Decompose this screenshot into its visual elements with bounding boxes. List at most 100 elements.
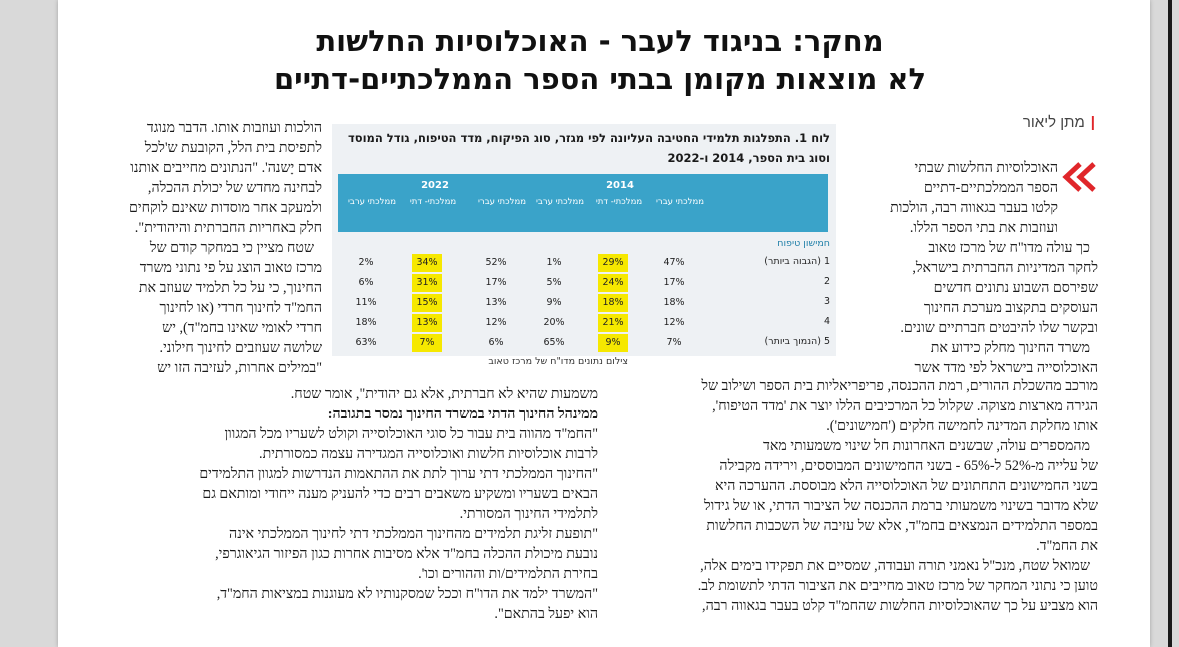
table-cell: 12% [663, 317, 685, 328]
text-line: לבחינה מחדש של יכולת ההכלה, [147, 180, 322, 196]
text-line: לתפיסת בית הלל, הקובעת ש'לכל [144, 140, 322, 156]
headline-line-1: מחקר: בניגוד לעבר - האוכלוסיות החלשות [316, 24, 884, 58]
text-line: במספר התלמידים הנמצאים בחמ"ד, אלא של עזי… [706, 518, 1098, 534]
table-cell: 63% [355, 337, 377, 348]
text-line: חרדי לאומי שאינו בחמ"ד), יש [162, 320, 322, 336]
text-line: ובקשר שלו להיבטים חברתיים שונים. [900, 320, 1098, 336]
text-line: הספר הממלכתיים-דתיים [923, 180, 1058, 196]
text-line: הולכות ועוזבות אותו. הדבר מנוגד [146, 120, 322, 136]
table-cell: 24% [598, 274, 628, 292]
table-cell: 11% [355, 297, 377, 308]
quote-chevron-icon [1062, 162, 1096, 192]
table-cell: 6% [358, 277, 374, 288]
byline-bar-icon: | [1090, 114, 1095, 131]
text-line: "המשרד ילמד את הדו"ח וככל שמסקנותיו לא מ… [216, 586, 598, 602]
text-line: "תופעת זליגת תלמידים מהחינוך הממלכתי דתי… [229, 526, 598, 542]
text-line: שפירסם השבוע נתונים חדשים [933, 280, 1098, 296]
row-label: 1 (הגבוה ביותר) [764, 256, 830, 267]
text-line: האוכלוסיות החלשות שבתי [914, 160, 1058, 176]
header-2014-hebrew: ממלכתי עברי [656, 197, 704, 207]
text-line: לחקר המדיניות החברתית בישראל, [912, 260, 1098, 276]
table-cell: 7% [666, 337, 682, 348]
response-block: משמעות שהיא לא חברתית, אלא גם יהודית", א… [82, 384, 598, 624]
row-label: 4 [823, 316, 830, 327]
text-line: "במילים אחרות, לעזיבה הזו יש [157, 360, 322, 376]
text-line: שטח מציין כי במחקר קודם של [149, 240, 314, 256]
text-line: לתלמידי החינוך המסורתי. [459, 506, 598, 522]
table-cell: 18% [355, 317, 377, 328]
table-cell: 9% [598, 334, 628, 352]
table-cell: 20% [543, 317, 565, 328]
right-column: האוכלוסיות החלשות שבתי הספר הממלכתיים-דתי… [858, 158, 1058, 238]
table-cell: 5% [546, 277, 562, 288]
row-label: 5 (הנמוך ביותר) [764, 336, 830, 347]
header-2022-religious: ממלכתי- דתי [409, 197, 457, 207]
left-column: הולכות ועוזבות אותו. הדבר מנוגד לתפיסת בי… [82, 118, 322, 378]
text-line: שלא מדובר בשינוי משמעותי ברמת ההכנסה של … [704, 498, 1098, 514]
text-line: של עלייה מ-52% ל-65% - בשני החמישונים המ… [719, 458, 1098, 474]
text-line: הוא יפעל בהתאם". [494, 606, 598, 622]
table-cell: 29% [598, 254, 628, 272]
text-line: מרכז טאוב הוצג על פי נתוני משרד [139, 260, 322, 276]
text-line: ממינהל החינוך הדתי במשרד החינוך נמסר בתג… [327, 406, 598, 422]
row-label: 2 [823, 276, 830, 287]
year-2022-label: 2022 [421, 180, 449, 191]
author-name: מתן ליאור [1022, 114, 1085, 131]
text-line: העוסקים בתקצוב מערכת החינוך [923, 300, 1098, 316]
header-2022-arab: ממלכתי ערבי [348, 197, 396, 207]
table-cell: 18% [663, 297, 685, 308]
text-line: מורכב מהשכלת ההורים, רמת ההכנסה, פריפריא… [701, 378, 1098, 394]
table-cell: 31% [412, 274, 442, 292]
text-line: את החמ"ד. [1036, 538, 1098, 554]
section-label: חמישון טיפוח [777, 238, 830, 249]
table-cell: 52% [485, 257, 507, 268]
text-line: "החמ"ד מהווה בית עבור כל סוגי האוכלוסייה… [224, 426, 598, 442]
table-header: 2014 2022 ממלכתי עברי ממלכתי- דתי ממלכתי… [338, 174, 828, 232]
middle-column: מורכב מהשכלת ההורים, רמת ההכנסה, פריפריא… [608, 376, 1098, 616]
table-cell: 17% [663, 277, 685, 288]
text-line: שלושה שעוזבים לחינוך חילוני. [159, 340, 322, 356]
table-cell: 15% [412, 294, 442, 312]
table-cell: 47% [663, 257, 685, 268]
table-cell: 21% [598, 314, 628, 332]
text-line: "החינוך הממלכתי דתי ערוך לתת את ההתאמות … [199, 466, 598, 482]
text-line: בשני החמישונים התחתונים של האוכלוסייה הל… [714, 478, 1098, 494]
headline-line-2: לא מוצאות מקומן בבתי הספר הממלכתיים-דתיי… [273, 62, 927, 96]
text-line: אדם יָשנה'. "הנתונים מחייבים אותנו [130, 160, 322, 176]
page-edge [1168, 0, 1172, 647]
table-source: צילום נתונים מדו"ח של מרכז טאוב [488, 356, 628, 367]
header-2014-religious: ממלכתי- דתי [595, 197, 643, 207]
table-cell: 65% [543, 337, 565, 348]
text-line: הוא מצביע על כך שהאוכלוסיות החלשות שהחמ"… [702, 598, 1098, 614]
data-table: לוח 1. התפלגות תלמידי החטיבה העליונה לפי… [332, 124, 836, 356]
table-caption: לוח 1. התפלגות תלמידי החטיבה העליונה לפי… [348, 131, 830, 165]
table-cell: 2% [358, 257, 374, 268]
header-2022-hebrew: ממלכתי עברי [478, 197, 526, 207]
table-cell: 9% [546, 297, 562, 308]
text-line: חלק באחריות החברתית והיהודית". [134, 220, 322, 236]
text-line: משמעות שהיא לא חברתית, אלא גם יהודית", א… [290, 386, 598, 402]
header-2014-arab: ממלכתי ערבי [536, 197, 584, 207]
right-column-cont: כך עולה מדו"ח של מרכז טאוב לחקר המדיניות … [858, 238, 1098, 378]
text-line: טוען כי נתוני המחקר של מרכז טאוב מחייבים… [697, 578, 1098, 594]
text-line: מהמספרים עולה, שבשנים האחרונות חל שינוי … [763, 438, 1090, 454]
text-line: האוכלוסייה בישראל לפי מדד אשר [914, 360, 1098, 376]
table-cell: 34% [412, 254, 442, 272]
text-line: לרבות אוכלוסיות חלשות ואוכלוסייה המגדירה… [259, 446, 598, 462]
row-label: 3 [823, 296, 830, 307]
text-line: החינוך, כי על כל תלמיד שעוזב את [138, 280, 322, 296]
text-line: בחירת התלמידים/ות וההורים וכו'. [418, 566, 598, 582]
text-line: קלטו בעבר בגאווה רבה, הולכות [890, 200, 1058, 216]
text-line: ולמעקב אחר מוסדות שאינם לוקחים [129, 200, 322, 216]
text-line: הבאים בשעריו ומשקיע משאבים רבים כדי להענ… [202, 486, 598, 502]
table-cell: 12% [485, 317, 507, 328]
text-line: הגירה מארצות מצוקה. שקלול כל המרכיבים הל… [712, 398, 1098, 414]
text-line: ועוזבות את בתי הספר הללו. [909, 220, 1058, 236]
text-line: משרד החינוך מחלק כידוע את [930, 340, 1090, 356]
text-line: שמואל שטח, מנכ"ל נאמני תורה ועבודה, שמסי… [700, 558, 1090, 574]
byline: | מתן ליאור [1023, 114, 1095, 131]
table-cell: 1% [546, 257, 562, 268]
text-line: נובעת מיכולת ההכלה בחמ"ד אלא מסיבות אחרו… [215, 546, 598, 562]
table-cell: 7% [412, 334, 442, 352]
text-line: אותו מחלקת המדינה לחמישה חלקים ('חמישוני… [826, 418, 1098, 434]
